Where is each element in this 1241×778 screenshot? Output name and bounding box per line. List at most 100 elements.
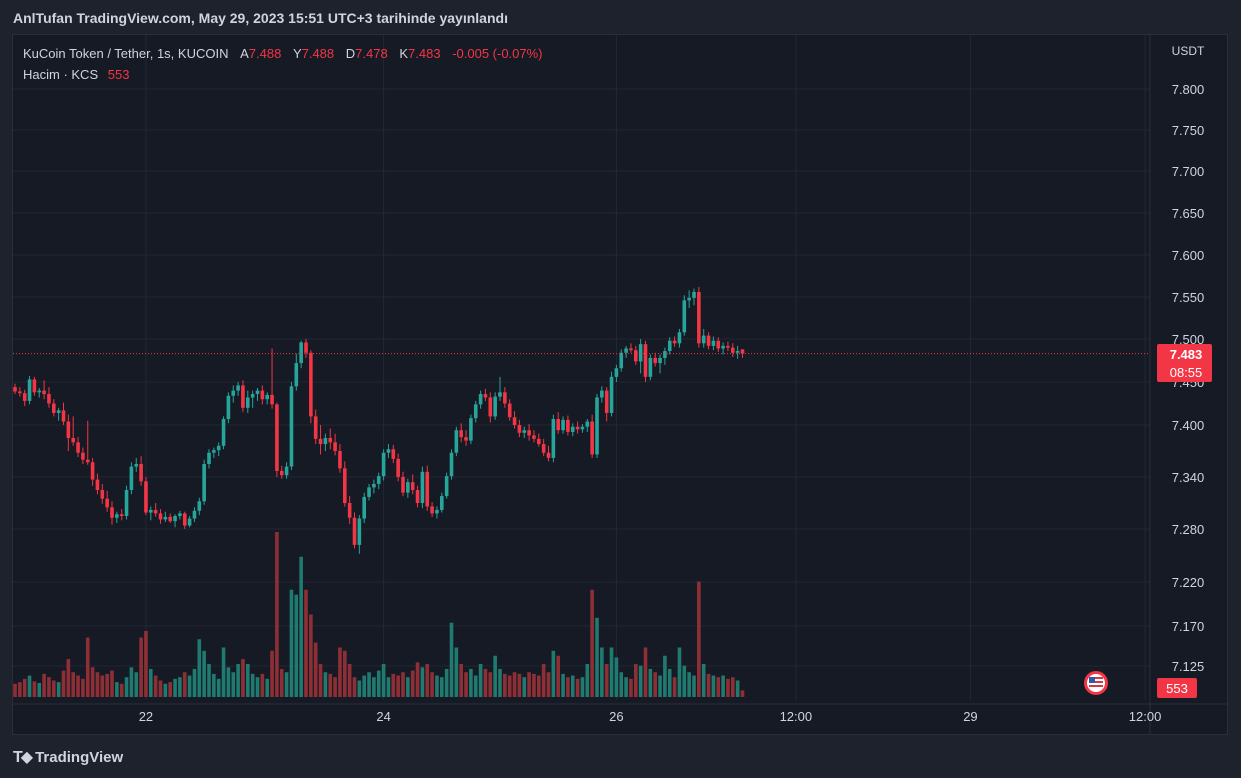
candle-body [149, 509, 153, 513]
volume-bar [440, 677, 444, 697]
candle-body [381, 452, 386, 477]
volume-bar [396, 675, 400, 697]
volume-bar [71, 672, 75, 697]
candle-body [570, 426, 575, 432]
volume-bar [503, 673, 507, 697]
candle-body [22, 393, 27, 401]
candle-body [270, 394, 274, 405]
candle-body [585, 421, 590, 427]
volume-bar [638, 665, 643, 697]
price-axis[interactable]: USDT 7.1257.1707.2207.2807.3407.4007.450… [1172, 44, 1205, 674]
volume-bar [37, 682, 42, 697]
candle-body [580, 426, 585, 430]
volume-bar [134, 672, 139, 697]
volume-bar [716, 677, 721, 697]
volume-bar [294, 594, 299, 697]
volume-bar [279, 668, 284, 697]
candle-body [13, 387, 17, 392]
candle-body [66, 421, 71, 438]
volume-bar [153, 675, 158, 697]
candle-body [386, 449, 391, 453]
volume-bar [231, 672, 236, 697]
volume-bar [614, 657, 619, 697]
candle-body [721, 345, 725, 349]
candle-body [18, 391, 22, 394]
candle-body [81, 452, 85, 460]
tradingview-logo[interactable]: T◆ TradingView [13, 747, 123, 767]
volume-bar [512, 672, 517, 697]
candle-body [624, 348, 628, 353]
candle-body [440, 496, 444, 510]
candle-body [415, 490, 420, 503]
volume-bar [352, 677, 357, 697]
candle-body [503, 392, 507, 404]
volume-bar [304, 589, 308, 697]
volume-bar [570, 675, 575, 697]
price-tick-label: 7.220 [1172, 575, 1205, 590]
volume-bar [420, 667, 425, 697]
volume-bar [221, 647, 226, 697]
candle-body [493, 396, 497, 417]
candle-body [459, 430, 463, 438]
price-tick-label: 7.125 [1172, 659, 1205, 674]
volume-bar [289, 589, 294, 697]
volume-bar [449, 622, 454, 697]
price-tick-label: 7.700 [1172, 164, 1205, 179]
candle-body [726, 345, 730, 348]
candle-body [246, 397, 250, 408]
candle-body [226, 395, 231, 419]
publish-header: AnlTufan TradingView.com, May 29, 2023 1… [13, 10, 508, 26]
volume-bar [163, 683, 168, 697]
change-value: -0.005 (-0.07%) [452, 46, 543, 61]
high-value: 7.488 [301, 46, 335, 61]
chart-frame[interactable] [12, 34, 1228, 735]
volume-bar [275, 532, 279, 697]
candle-body [202, 464, 206, 502]
candle-body [701, 335, 706, 344]
us-flag-icon[interactable] [1084, 671, 1108, 695]
volume-bar [580, 677, 585, 697]
symbol-name[interactable]: KuCoin Token / Tether, 1s, KUCOIN [23, 46, 229, 61]
candle-body [566, 419, 570, 432]
volume-bar [192, 668, 197, 697]
time-tick-label: 12:00 [780, 709, 813, 724]
volume-bar [687, 672, 691, 697]
volume-bar [357, 680, 362, 697]
candle-body [61, 410, 66, 422]
volume-bar [537, 675, 541, 697]
volume-bar [139, 637, 143, 697]
volume-bar [619, 672, 624, 697]
candle-body [541, 444, 546, 453]
volume-bar [410, 670, 415, 697]
candle-body [328, 438, 333, 443]
volume-bar [415, 662, 420, 697]
volume-bar [600, 647, 604, 697]
volume-bar [343, 650, 347, 697]
volume-bar [236, 664, 240, 697]
volume-bar [585, 664, 590, 697]
candle-body [488, 397, 493, 417]
price-tick-label: 7.500 [1172, 332, 1205, 347]
volume-bar [182, 672, 187, 697]
candle-body [119, 514, 124, 516]
candle-body [110, 507, 114, 518]
volume-bar [338, 647, 342, 697]
candle-body [178, 513, 182, 516]
price-tick-label: 7.600 [1172, 248, 1205, 263]
price-tick-label: 7.280 [1172, 522, 1205, 537]
candle-body [537, 438, 541, 445]
candle-body [682, 300, 687, 333]
volume-bar [212, 673, 216, 697]
candle-body [187, 518, 192, 526]
time-tick-label: 29 [963, 709, 977, 724]
volume-bar [110, 670, 114, 697]
candle-body [265, 394, 269, 400]
time-tick-label: 12:00 [1129, 709, 1162, 724]
candle-body [124, 490, 129, 516]
candle-body [435, 509, 439, 514]
volume-bar [609, 647, 614, 697]
price-tick-label: 7.750 [1172, 123, 1205, 138]
volume-label[interactable]: Hacim · KCS [23, 67, 99, 82]
